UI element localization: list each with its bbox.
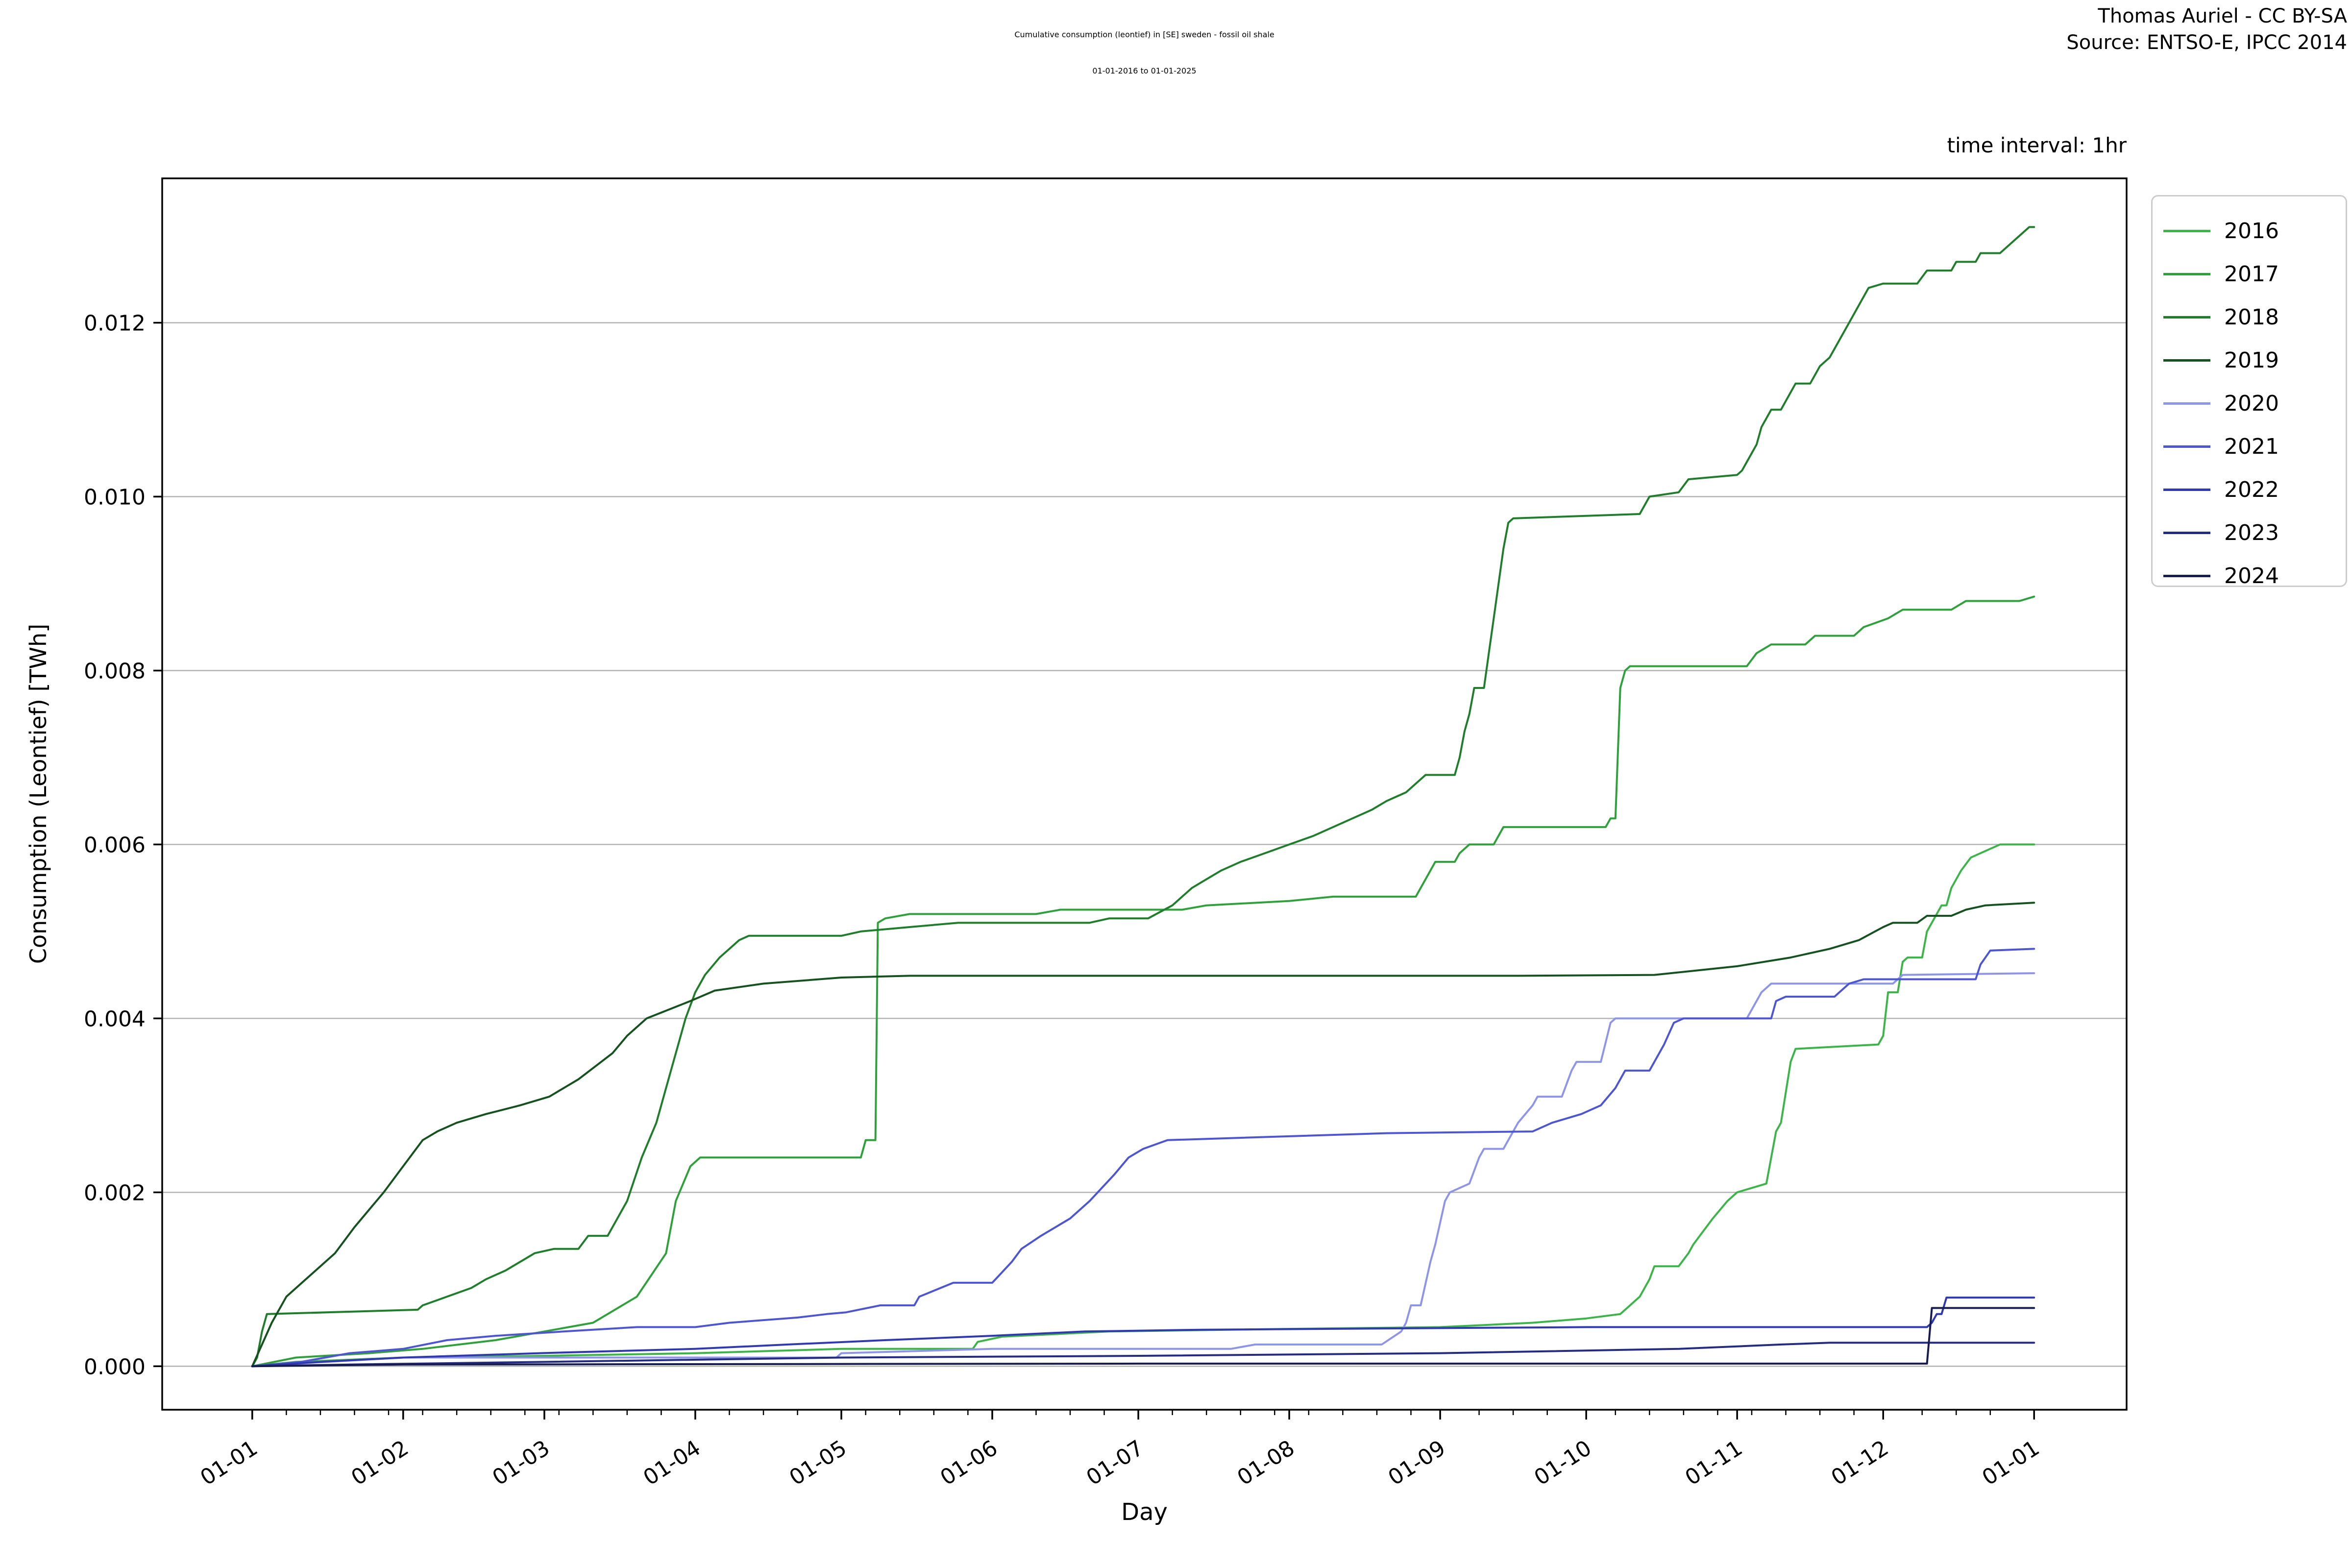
legend-item-2020: 2020	[2163, 382, 2346, 425]
x-tick-label: 01-09	[1384, 1435, 1450, 1490]
time-interval-note: time interval: 1hr	[1947, 133, 2127, 157]
series-line-2022	[251, 1297, 2035, 1368]
axes-frame	[161, 177, 2128, 1411]
y-tick-label: 0.000	[84, 1354, 146, 1379]
chart-title-line2: 01-01-2016 to 01-01-2025	[1092, 66, 1197, 75]
legend-swatch-2022	[2163, 488, 2210, 491]
legend-swatch-2021	[2163, 445, 2210, 448]
chart-title: Cumulative consumption (leontief) in [SE…	[162, 17, 2127, 89]
x-tick-label: 01-10	[1530, 1435, 1596, 1490]
legend-item-2021: 2021	[2163, 425, 2346, 468]
legend-swatch-2018	[2163, 316, 2210, 318]
y-tick-label: 0.008	[84, 659, 146, 684]
x-tick-label: 01-01	[196, 1435, 262, 1490]
x-tick-label: 01-07	[1082, 1435, 1148, 1490]
legend-item-2017: 2017	[2163, 252, 2346, 295]
y-tick-label: 0.002	[84, 1180, 146, 1205]
legend: 2016 2017 2018 2019 2020 2021 2022 2023 2024	[2151, 195, 2347, 588]
x-tick-label: 01-03	[488, 1435, 554, 1490]
series-line-2018	[251, 226, 2035, 1368]
series-line-2016	[251, 843, 2035, 1368]
x-tick-label: 01-02	[347, 1435, 413, 1490]
series-line-2021	[251, 948, 2035, 1368]
legend-item-2023: 2023	[2163, 511, 2346, 554]
legend-item-2024: 2024	[2163, 554, 2346, 597]
x-tick-label: 01-04	[639, 1435, 705, 1490]
legend-item-2016: 2016	[2163, 209, 2346, 252]
y-tick-label: 0.010	[84, 485, 146, 510]
legend-item-2022: 2022	[2163, 468, 2346, 511]
chart-title-line1: Cumulative consumption (leontief) in [SE…	[1014, 30, 1274, 39]
legend-item-2019: 2019	[2163, 339, 2346, 382]
series-line-2017	[251, 595, 2035, 1368]
legend-item-2018: 2018	[2163, 295, 2346, 339]
legend-label-2016: 2016	[2224, 218, 2279, 244]
y-tick-label: 0.004	[84, 1006, 146, 1031]
legend-swatch-2016	[2163, 229, 2210, 232]
y-axis-label: Consumption (Leontief) [TWh]	[25, 623, 51, 964]
legend-label-2022: 2022	[2224, 477, 2279, 502]
series-line-2020	[251, 972, 2035, 1368]
attribution: Thomas Auriel - CC BY-SA Source: ENTSO-E…	[2066, 3, 2347, 56]
x-tick-label: 01-12	[1827, 1435, 1893, 1490]
legend-label-2024: 2024	[2224, 563, 2279, 588]
x-tick-label: 01-05	[785, 1435, 851, 1490]
attribution-source: Source: ENTSO-E, IPCC 2014	[2066, 31, 2347, 54]
x-tick-label: 01-01	[1978, 1435, 2044, 1490]
x-tick-label: 01-11	[1681, 1435, 1747, 1490]
series-line-2024	[251, 1307, 2035, 1368]
legend-swatch-2023	[2163, 531, 2210, 534]
legend-label-2017: 2017	[2224, 261, 2279, 287]
legend-swatch-2019	[2163, 359, 2210, 362]
legend-swatch-2024	[2163, 574, 2210, 577]
x-tick-label: 01-08	[1233, 1435, 1299, 1490]
legend-swatch-2020	[2163, 402, 2210, 405]
x-tick-label: 01-06	[936, 1435, 1002, 1490]
legend-swatch-2017	[2163, 272, 2210, 275]
series-line-2019	[251, 902, 2035, 1368]
y-tick-label: 0.012	[84, 311, 146, 336]
legend-label-2021: 2021	[2224, 434, 2279, 459]
y-tick-label: 0.006	[84, 833, 146, 858]
legend-label-2018: 2018	[2224, 304, 2279, 330]
series-line-2023	[251, 1342, 2035, 1368]
legend-label-2023: 2023	[2224, 520, 2279, 545]
legend-label-2019: 2019	[2224, 347, 2279, 373]
legend-label-2020: 2020	[2224, 391, 2279, 416]
x-axis-label: Day	[1121, 1498, 1168, 1526]
attribution-author: Thomas Auriel - CC BY-SA	[2098, 5, 2347, 27]
